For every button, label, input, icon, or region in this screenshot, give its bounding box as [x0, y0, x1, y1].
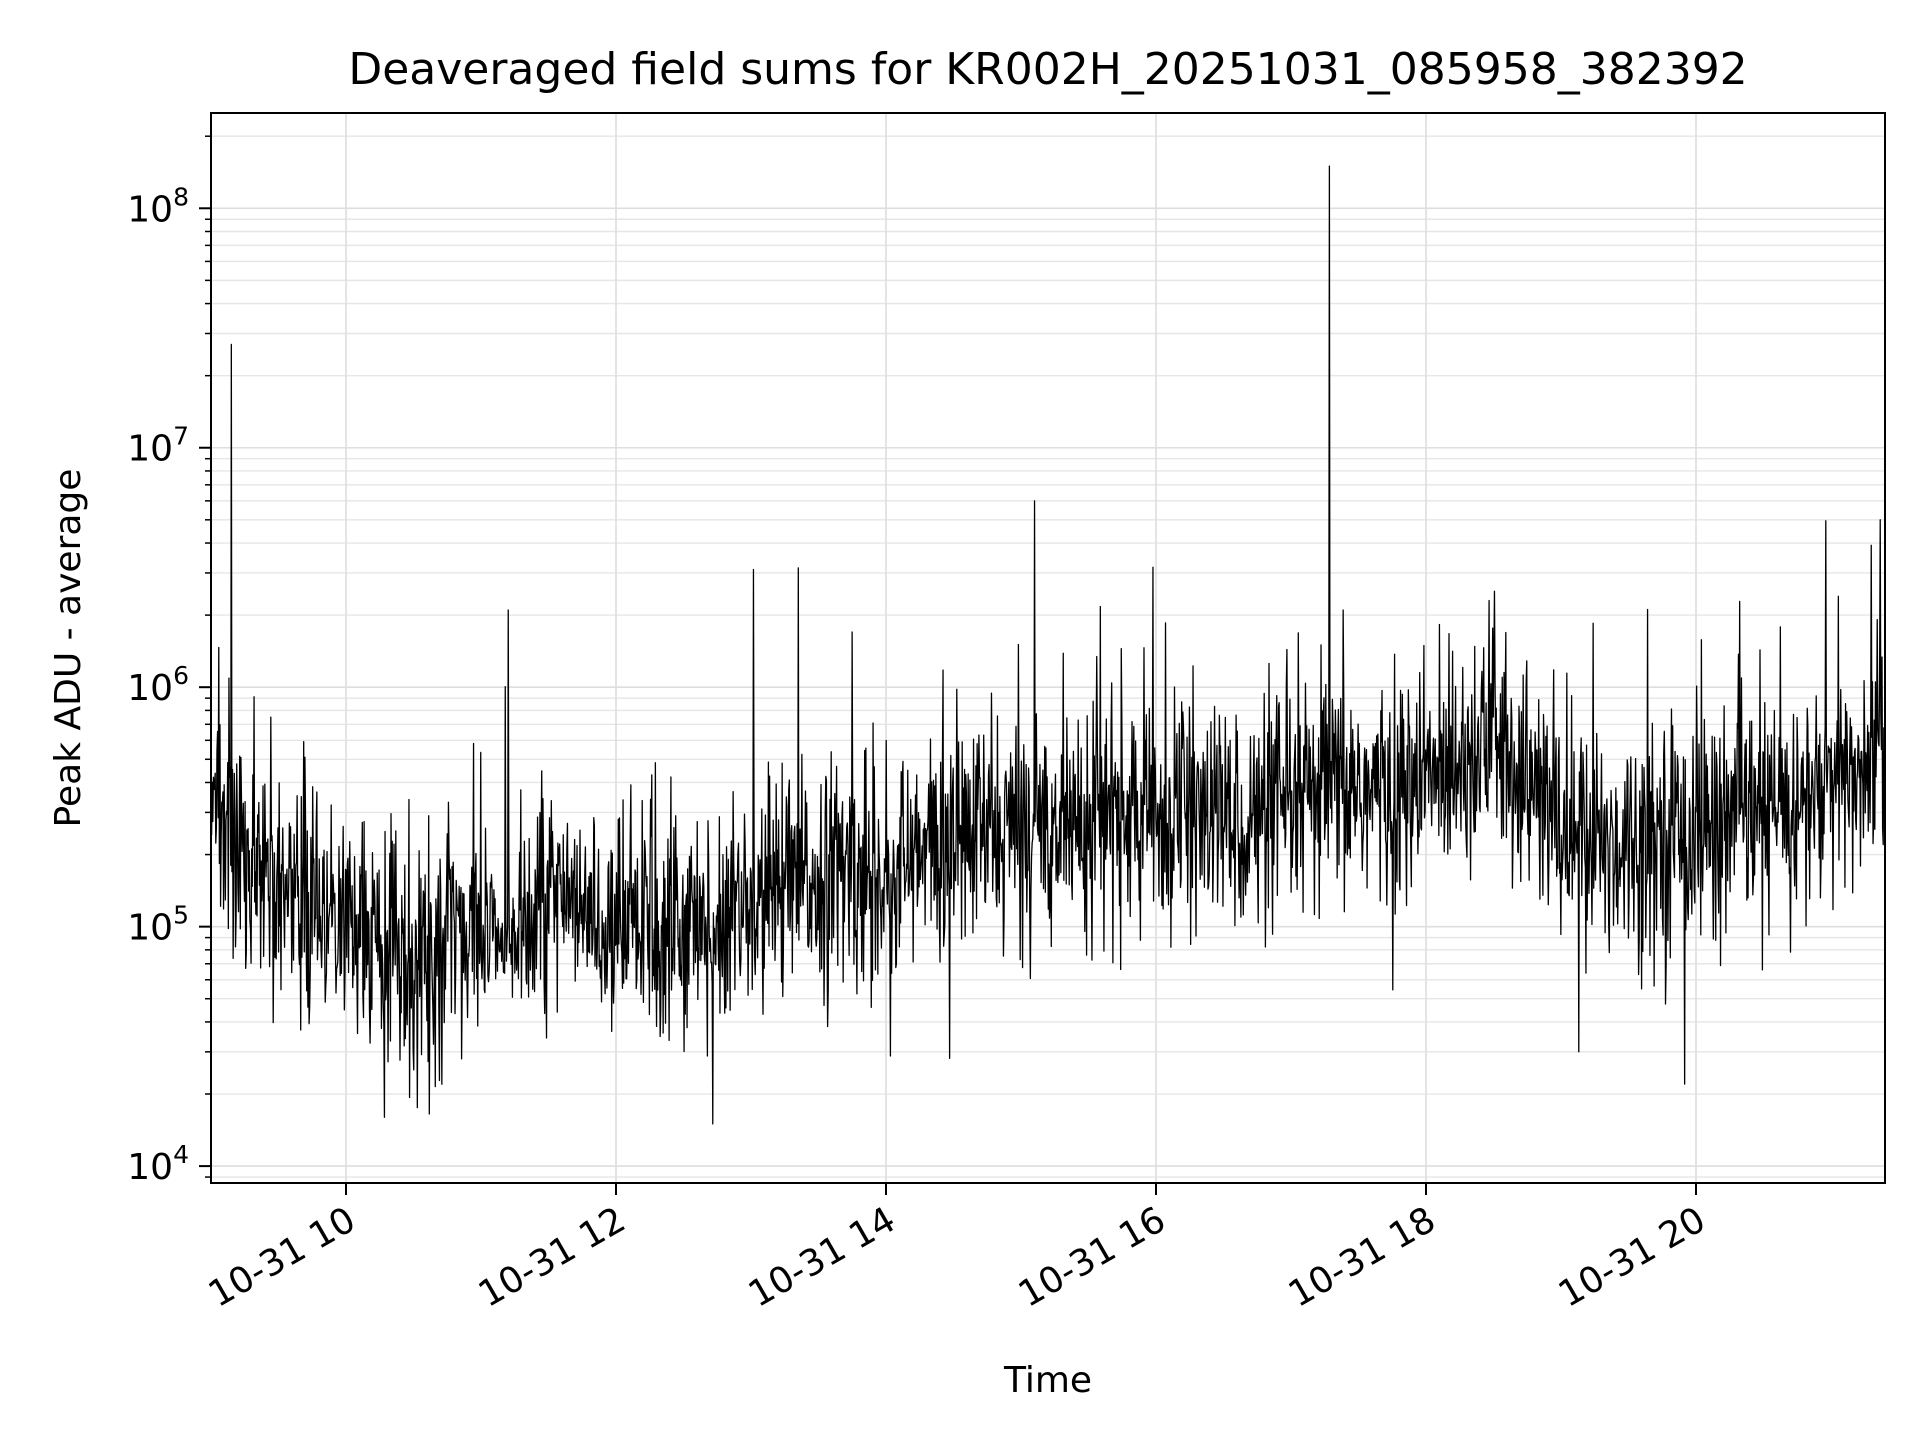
series-line-path: [210, 165, 1886, 1125]
y-tick-base: 10: [127, 1147, 173, 1188]
y-tick-exponent: 6: [173, 661, 189, 690]
y-tick-base: 10: [127, 908, 173, 949]
series-line: [210, 165, 1886, 1125]
chart-title: Deaveraged field sums for KR002H_2025103…: [348, 44, 1747, 95]
y-tick-base: 10: [127, 668, 173, 709]
y-tick-label: 108: [127, 182, 189, 230]
y-tick-exponent: 7: [173, 422, 189, 451]
y-tick-exponent: 4: [173, 1140, 189, 1169]
y-tick-label: 104: [127, 1140, 189, 1188]
y-tick-exponent: 5: [173, 901, 189, 930]
y-tick-base: 10: [127, 429, 173, 470]
plot-frame: [210, 112, 1886, 1184]
y-axis-label: Peak ADU - average: [48, 469, 89, 828]
y-tick-label: 107: [127, 422, 189, 470]
x-axis-label: Time: [1003, 1360, 1092, 1401]
y-tick-label: 105: [127, 901, 189, 949]
y-tick-exponent: 8: [173, 182, 189, 211]
y-tick-base: 10: [127, 189, 173, 230]
y-tick-label: 106: [127, 661, 189, 709]
